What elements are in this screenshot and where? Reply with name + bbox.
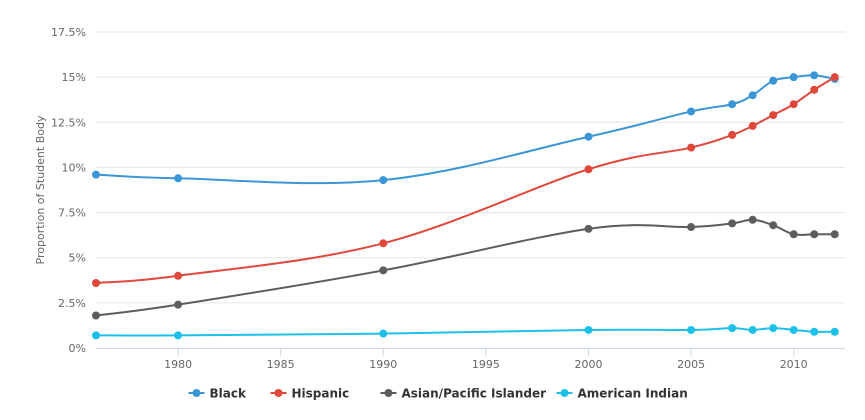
- y-tick-label: 17.5%: [51, 26, 86, 39]
- x-tick-labels: 1980 1985 1990 1995 2000 2005 2010: [164, 348, 808, 371]
- legend-marker-icon: [192, 389, 201, 397]
- data-point[interactable]: [379, 239, 388, 248]
- data-point[interactable]: [810, 71, 819, 80]
- data-point[interactable]: [789, 100, 798, 109]
- data-point[interactable]: [174, 174, 183, 183]
- x-tick-label: 1985: [267, 358, 295, 371]
- data-point[interactable]: [810, 230, 819, 239]
- data-point[interactable]: [810, 85, 819, 94]
- y-axis-title: Proportion of Student Body: [34, 115, 47, 264]
- x-tick-label: 1990: [369, 358, 397, 371]
- data-point[interactable]: [92, 278, 100, 287]
- series-hispanic: [92, 73, 839, 287]
- data-point[interactable]: [769, 111, 778, 120]
- legend-item[interactable]: Hispanic: [270, 387, 350, 401]
- gridlines: [96, 31, 845, 304]
- x-tick-label: 2010: [780, 358, 808, 371]
- x-tick-label: 1980: [164, 358, 192, 371]
- data-point[interactable]: [92, 170, 100, 179]
- data-point[interactable]: [174, 300, 183, 309]
- data-point[interactable]: [687, 223, 696, 232]
- data-point[interactable]: [748, 91, 757, 100]
- data-point[interactable]: [92, 311, 100, 320]
- legend-marker-icon: [560, 389, 569, 397]
- data-point[interactable]: [728, 100, 737, 109]
- y-tick-label: 10%: [62, 161, 86, 174]
- legend-label: American Indian: [578, 387, 688, 401]
- legend-item[interactable]: Asian/Pacific Islander: [380, 387, 547, 401]
- data-point[interactable]: [789, 230, 798, 239]
- legend-marker-icon: [384, 389, 393, 397]
- legend-label: Asian/Pacific Islander: [402, 387, 547, 401]
- x-tick-label: 1995: [472, 358, 500, 371]
- legend: Black Hispanic Asian/Pacific Islander Ameri…: [188, 387, 688, 401]
- data-point[interactable]: [687, 143, 696, 152]
- data-point[interactable]: [379, 266, 388, 275]
- data-point[interactable]: [830, 73, 839, 82]
- y-tick-label: 5%: [69, 252, 86, 265]
- data-point[interactable]: [379, 176, 388, 185]
- y-tick-label: 2.5%: [58, 297, 86, 310]
- y-tick-label: 0%: [69, 342, 86, 355]
- data-point[interactable]: [584, 325, 593, 334]
- legend-marker-icon: [274, 389, 283, 397]
- series-black: [92, 71, 839, 185]
- data-point[interactable]: [92, 331, 100, 340]
- series-line: [95, 327, 835, 337]
- x-tick-label: 2005: [677, 358, 705, 371]
- y-tick-labels: 0% 2.5% 5% 7.5% 10% 12.5% 15% 17.5%: [51, 26, 86, 355]
- data-point[interactable]: [728, 130, 737, 139]
- legend-label: Hispanic: [292, 387, 350, 401]
- legend-item[interactable]: Black: [188, 387, 247, 401]
- series-line: [95, 218, 835, 317]
- data-point[interactable]: [687, 107, 696, 116]
- data-point[interactable]: [728, 324, 737, 333]
- data-point[interactable]: [769, 324, 778, 333]
- data-point[interactable]: [728, 219, 737, 228]
- data-point[interactable]: [687, 325, 696, 334]
- data-point[interactable]: [830, 230, 839, 239]
- data-point[interactable]: [584, 224, 593, 233]
- data-point[interactable]: [769, 221, 778, 230]
- data-point[interactable]: [748, 215, 757, 224]
- data-point[interactable]: [810, 327, 819, 336]
- legend-label: Black: [210, 387, 247, 401]
- y-tick-label: 15%: [62, 71, 86, 84]
- data-point[interactable]: [174, 331, 183, 340]
- series-american-indian: [92, 324, 839, 340]
- legend-item[interactable]: American Indian: [556, 387, 688, 401]
- data-point[interactable]: [584, 165, 593, 174]
- data-point[interactable]: [748, 325, 757, 334]
- data-point[interactable]: [379, 329, 388, 338]
- data-point[interactable]: [789, 73, 798, 82]
- series-asian-pacific-islander: [92, 215, 839, 320]
- y-tick-label: 7.5%: [58, 207, 86, 220]
- y-tick-label: 12.5%: [51, 116, 86, 129]
- data-point[interactable]: [584, 132, 593, 141]
- data-point[interactable]: [830, 327, 839, 336]
- series-group: [92, 71, 839, 340]
- data-point[interactable]: [748, 121, 757, 130]
- data-point[interactable]: [769, 76, 778, 85]
- data-point[interactable]: [789, 325, 798, 334]
- data-point[interactable]: [174, 271, 183, 280]
- x-tick-label: 2000: [574, 358, 602, 371]
